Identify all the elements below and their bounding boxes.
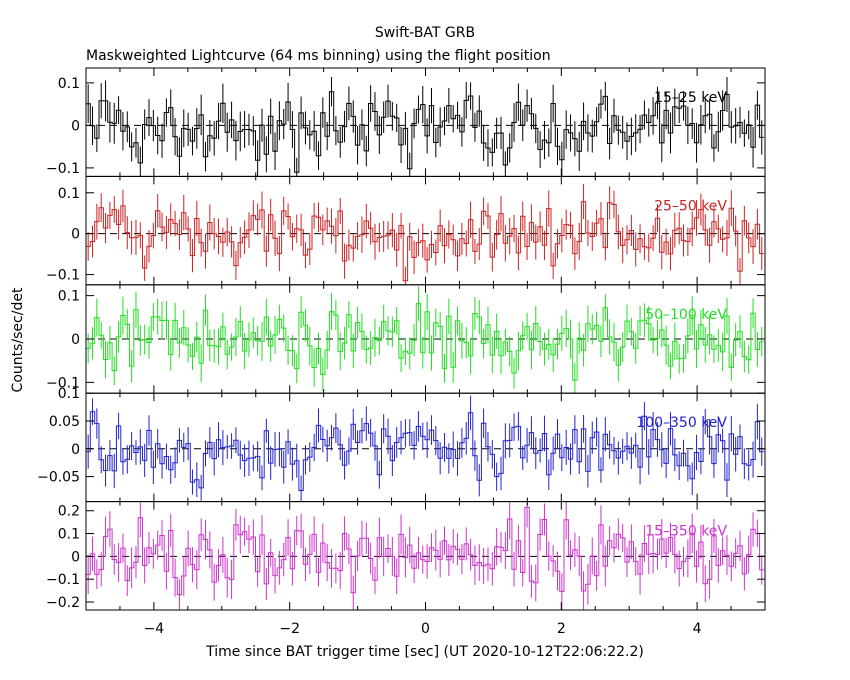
y-tick-label: 0 bbox=[71, 332, 80, 348]
panel-plot-area bbox=[86, 76, 765, 177]
chart-title: Swift-BAT GRB bbox=[375, 25, 475, 41]
x-tick-label: 2 bbox=[557, 621, 566, 637]
panel-energy-label: 25–50 keV bbox=[654, 198, 727, 214]
panel-energy-label: 100–350 keV bbox=[636, 415, 727, 431]
x-tick-label: 4 bbox=[693, 621, 702, 637]
lightcurve-series bbox=[86, 91, 764, 173]
x-tick-label: 0 bbox=[421, 621, 430, 637]
panel-energy-label: 50–100 keV bbox=[645, 307, 727, 323]
y-tick-label: −0.2 bbox=[46, 595, 80, 611]
y-tick-label: −0.1 bbox=[46, 375, 80, 391]
x-tick-label: −2 bbox=[279, 621, 300, 637]
panel-2: −0.1 0 0.1 25–50 keV bbox=[46, 175, 766, 286]
y-axis-label: Counts/sec/det bbox=[10, 287, 26, 392]
panel-3: −0.1 0 0.1 50–100 keV bbox=[46, 284, 766, 394]
y-tick-label: 0 bbox=[71, 227, 80, 243]
y-tick-label: −0.1 bbox=[46, 572, 80, 588]
y-tick-label: 0.2 bbox=[58, 504, 80, 520]
y-tick-label: −0.05 bbox=[37, 470, 80, 486]
panel-plot-area bbox=[86, 395, 765, 502]
panel-plot-area bbox=[86, 183, 765, 285]
y-tick-label: 0 bbox=[71, 549, 80, 565]
y-tick-label: 0.1 bbox=[58, 386, 80, 402]
chart-subtitle: Maskweighted Lightcurve (64 ms binning) … bbox=[86, 48, 551, 64]
panel-energy-label: 15–25 keV bbox=[654, 90, 727, 106]
y-tick-label: 0 bbox=[71, 442, 80, 458]
y-tick-label: 0 bbox=[71, 118, 80, 134]
lightcurve-series bbox=[86, 303, 764, 381]
panel-1: −0.1 0 0.1 15–25 keV bbox=[46, 67, 766, 177]
x-tick-label: −4 bbox=[144, 621, 165, 637]
lightcurve-series bbox=[86, 201, 764, 282]
panel-4: −0.05 0 0.05 0.1 100–350 keV bbox=[37, 386, 766, 503]
panel-5: −0.2 −0.1 0 0.1 0.2 15–350 keV bbox=[46, 501, 766, 611]
lightcurve-series bbox=[86, 411, 764, 491]
y-tick-label: 0.1 bbox=[58, 289, 80, 305]
y-tick-label: −0.1 bbox=[46, 161, 80, 177]
lightcurve-series bbox=[86, 507, 764, 596]
panel-plot-area bbox=[86, 501, 765, 611]
panel-energy-label: 15–350 keV bbox=[645, 524, 727, 540]
y-tick-label: 0.1 bbox=[58, 186, 80, 202]
y-tick-label: 0.05 bbox=[49, 414, 80, 430]
panels-group: −0.1 0 0.1 15–25 keV −0.1 0 0.1 25–50 keV −0.1 0 0… bbox=[37, 67, 766, 637]
y-tick-label: 0.1 bbox=[58, 527, 80, 543]
panel-plot-area bbox=[86, 286, 765, 394]
y-tick-label: 0.1 bbox=[58, 76, 80, 92]
y-tick-label: −0.1 bbox=[46, 268, 80, 284]
x-axis-label: Time since BAT trigger time [sec] (UT 20… bbox=[205, 644, 644, 660]
